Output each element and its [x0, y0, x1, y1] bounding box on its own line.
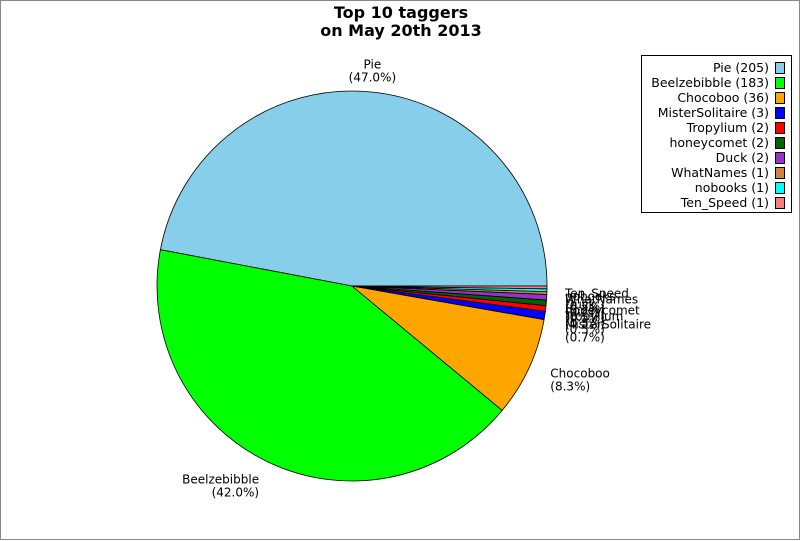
chart-title-line-2: on May 20th 2013 — [320, 21, 482, 40]
slice-percent-honeycomet: (0.5%) — [565, 317, 605, 331]
chart-title-line-1: Top 10 taggers — [333, 3, 469, 22]
slice-percent-ten-speed: (0.2%) — [565, 300, 605, 314]
legend-item-tropylium: Tropylium (2) — [687, 120, 785, 135]
slice-percent-pie: (47.0%) — [349, 71, 396, 85]
legend-swatch — [775, 181, 785, 194]
legend-swatch — [775, 106, 785, 119]
legend-item-beelzebibble: Beelzebibble (183) — [651, 75, 785, 90]
legend-item-pie: Pie (205) — [713, 60, 785, 75]
legend-swatch — [775, 61, 785, 74]
legend-item-chocoboo: Chocoboo (36) — [677, 90, 785, 105]
slice-percent-tropylium: (0.5%) — [565, 323, 605, 337]
slice-percent-mistersolitaire: (0.7%) — [565, 330, 605, 344]
pie-slice-beelzebibble — [156, 249, 503, 482]
legend-label: Duck (2) — [715, 150, 769, 165]
slice-label-whatnames: WhatNames — [565, 293, 638, 307]
slice-label-beelzebibble: Beelzebibble — [182, 473, 259, 487]
slice-label-honeycomet: honeycomet — [565, 304, 640, 318]
legend-label: honeycomet (2) — [669, 135, 769, 150]
legend-swatch — [775, 196, 785, 209]
legend-item-duck: Duck (2) — [716, 150, 785, 165]
slice-label-mistersolitaire: MisterSolitaire — [565, 317, 651, 331]
pie-slice-chocoboo — [350, 285, 545, 411]
slice-percent-nobooks: (0.2%) — [565, 303, 605, 317]
legend-label: Ten_Speed (1) — [680, 195, 769, 210]
legend-label: WhatNames (1) — [671, 165, 769, 180]
slice-percent-whatnames: (0.2%) — [565, 306, 605, 320]
slice-label-duck: Duck — [565, 297, 595, 311]
legend-swatch — [775, 121, 785, 134]
legend-label: Pie (205) — [712, 60, 769, 75]
legend-swatch — [775, 91, 785, 104]
legend-label: Chocoboo (36) — [677, 90, 769, 105]
legend-label: MisterSolitaire (3) — [657, 105, 769, 120]
slice-label-pie: Pie — [364, 58, 382, 72]
pie-slice-pie — [159, 90, 548, 287]
legend-item-honeycomet: honeycomet (2) — [669, 135, 785, 150]
slice-label-ten-speed: Ten_Speed — [564, 287, 629, 301]
legend-label: nobooks (1) — [694, 180, 769, 195]
legend-item-mistersolitaire: MisterSolitaire (3) — [658, 105, 785, 120]
legend-swatch — [775, 76, 785, 89]
chart-title: Top 10 taggers on May 20th 2013 — [1, 4, 800, 40]
legend-swatch — [775, 136, 785, 149]
legend-item-nobooks: nobooks (1) — [695, 180, 785, 195]
pie-slice-ten-speed — [351, 285, 548, 290]
legend-swatch — [775, 151, 785, 164]
legend-item-ten-speed: Ten_Speed (1) — [681, 195, 785, 210]
slice-percent-beelzebibble: (42.0%) — [212, 486, 259, 500]
legend-label: Tropylium (2) — [686, 120, 769, 135]
slice-label-tropylium: Tropylium — [564, 310, 623, 324]
slice-label-nobooks: nobooks — [565, 290, 615, 304]
slice-percent-duck: (0.5%) — [565, 310, 605, 324]
slice-percent-chocoboo: (8.3%) — [550, 380, 590, 394]
slice-label-chocoboo: Chocoboo — [550, 367, 610, 381]
legend-label: Beelzebibble (183) — [651, 75, 769, 90]
legend-item-whatnames: WhatNames (1) — [671, 165, 785, 180]
legend-swatch — [775, 166, 785, 179]
legend: Pie (205) Beelzebibble (183) Chocoboo (36)… — [641, 55, 792, 213]
